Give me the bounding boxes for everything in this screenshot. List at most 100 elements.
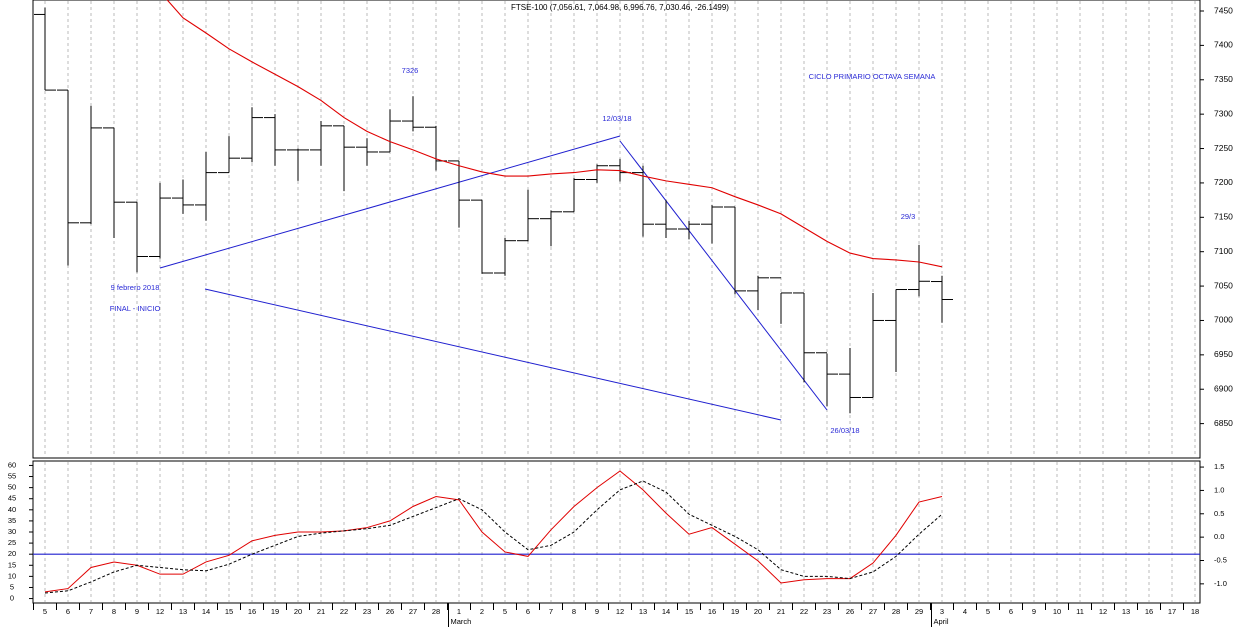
y-tick-label: 7400: [1214, 40, 1233, 50]
x-tick-label: 13: [1122, 607, 1130, 616]
annotation: 7326: [402, 66, 419, 75]
annotation: 9 febrero 2018: [111, 283, 160, 292]
x-tick-label: 15: [685, 607, 693, 616]
x-tick-label: 13: [639, 607, 647, 616]
x-tick-label: 22: [800, 607, 808, 616]
x-tick-label: 21: [317, 607, 325, 616]
x-tick-label: 8: [572, 607, 576, 616]
x-tick-label: 6: [1009, 607, 1013, 616]
x-tick-label: 26: [386, 607, 394, 616]
x-tick-label: 9: [595, 607, 599, 616]
y2-tick-label: 0.5: [1214, 509, 1224, 518]
y-tick-label: 45: [8, 494, 16, 503]
trendline: [159, 135, 621, 269]
y-tick-label: 7350: [1214, 74, 1233, 84]
y-tick-label: 7300: [1214, 108, 1233, 118]
main-panel-frame: [32, 0, 1201, 459]
annotation: 26/03/18: [830, 426, 859, 435]
x-tick-label: 3: [940, 607, 944, 616]
x-tick-label: 12: [616, 607, 624, 616]
y-tick-label: 7200: [1214, 177, 1233, 187]
y2-tick-label: 1.5: [1214, 462, 1224, 471]
y-tick-label: 60: [8, 460, 16, 469]
x-tick-label: 19: [271, 607, 279, 616]
x-tick-label: 14: [202, 607, 210, 616]
y-tick-label: 0: [10, 594, 14, 603]
y-tick-label: 7250: [1214, 143, 1233, 153]
y2-tick-label: 1.0: [1214, 485, 1224, 494]
y-tick-label: 6950: [1214, 349, 1233, 359]
y-tick-label: 55: [8, 472, 16, 481]
y-tick-label: 7100: [1214, 246, 1233, 256]
y-tick-label: 5: [10, 582, 14, 591]
x-tick-label: 1: [457, 607, 461, 616]
oscillator-line: [44, 470, 943, 593]
x-tick-label: 7: [549, 607, 553, 616]
x-tick-label: 5: [503, 607, 507, 616]
annotation: FINAL - INICIO: [110, 304, 161, 313]
x-tick-label: 13: [179, 607, 187, 616]
y-tick-label: 40: [8, 505, 16, 514]
y2-tick-label: -1.0: [1214, 579, 1227, 588]
x-tick-label: 20: [754, 607, 762, 616]
chart-title: FTSE-100 (7,056.61, 7,064.98, 6,996.76, …: [511, 3, 729, 12]
x-tick-label: 21: [777, 607, 785, 616]
x-tick-label: 9: [135, 607, 139, 616]
moving-average-line: [166, 0, 943, 268]
x-tick-label: 17: [1168, 607, 1176, 616]
y-tick-label: 7150: [1214, 212, 1233, 222]
annotation: 12/03/18: [602, 114, 631, 123]
x-tick-label: 23: [823, 607, 831, 616]
x-tick-label: 20: [294, 607, 302, 616]
y2-tick-label: -0.5: [1214, 555, 1227, 564]
x-tick-label: 11: [1076, 607, 1084, 616]
x-tick-label: 9: [1032, 607, 1036, 616]
oscillator-line: [44, 480, 943, 594]
y-tick-label: 10: [8, 571, 16, 580]
x-tick-label: 28: [432, 607, 440, 616]
x-tick-label: 16: [1145, 607, 1153, 616]
y-tick-label: 7000: [1214, 315, 1233, 325]
x-tick-label: 10: [1053, 607, 1061, 616]
x-tick-label: 5: [986, 607, 990, 616]
month-label: April: [934, 617, 949, 626]
month-label: March: [451, 617, 472, 626]
x-tick-label: 16: [708, 607, 716, 616]
x-tick-label: 6: [66, 607, 70, 616]
x-tick-label: 12: [156, 607, 164, 616]
trendline: [204, 288, 782, 421]
y-tick-label: 20: [8, 549, 16, 558]
annotation: 29/3: [901, 212, 916, 221]
x-tick-label: 14: [662, 607, 670, 616]
x-tick-label: 6: [526, 607, 530, 616]
y-tick-label: 7450: [1214, 5, 1233, 15]
x-tick-label: 27: [409, 607, 417, 616]
y-tick-label: 30: [8, 527, 16, 536]
y2-tick-label: 0.0: [1214, 532, 1224, 541]
x-tick-label: 18: [1191, 607, 1199, 616]
x-tick-label: 5: [43, 607, 47, 616]
y-tick-label: 6900: [1214, 383, 1233, 393]
x-tick-label: 12: [1099, 607, 1107, 616]
y-tick-label: 35: [8, 516, 16, 525]
y-tick-label: 7050: [1214, 280, 1233, 290]
x-tick-label: 28: [892, 607, 900, 616]
x-tick-label: 22: [340, 607, 348, 616]
x-tick-label: 15: [225, 607, 233, 616]
annotation: CICLO PRIMARIO OCTAVA SEMANA: [809, 72, 936, 81]
y-tick-label: 25: [8, 538, 16, 547]
x-tick-label: 19: [731, 607, 739, 616]
x-tick-label: 23: [363, 607, 371, 616]
x-tick-label: 7: [89, 607, 93, 616]
y-tick-label: 6850: [1214, 418, 1233, 428]
x-tick-label: 8: [112, 607, 116, 616]
x-tick-label: 27: [869, 607, 877, 616]
x-tick-label: 4: [963, 607, 967, 616]
y-tick-label: 15: [8, 560, 16, 569]
x-tick-label: 29: [915, 607, 923, 616]
x-tick-label: 16: [248, 607, 256, 616]
trendline: [619, 140, 828, 411]
x-tick-label: 26: [846, 607, 854, 616]
